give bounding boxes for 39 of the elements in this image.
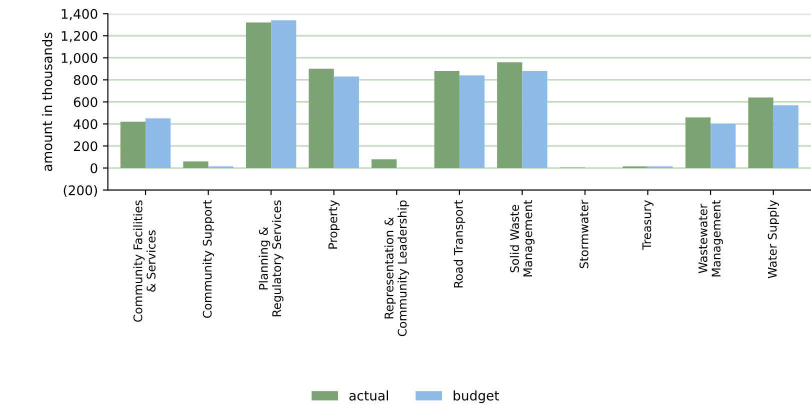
bar	[146, 118, 171, 168]
bar	[497, 62, 522, 168]
legend-label: budget	[454, 390, 500, 404]
bar	[271, 20, 296, 168]
y-tick-label: 200	[74, 141, 98, 152]
y-tick-label: 400	[74, 119, 98, 130]
y-tick-label: 1,000	[62, 53, 98, 64]
y-tick-label: (200)	[64, 185, 98, 197]
x-tick-label: Solid Waste Management	[510, 200, 535, 276]
x-tick-label: Stormwater	[579, 200, 588, 268]
bar	[748, 97, 774, 168]
x-tick-label: Community Facilities & Services	[133, 200, 156, 322]
x-tick-label: Water Supply	[768, 200, 780, 278]
y-tick-label: 1,400	[62, 8, 98, 20]
x-tick-label: Representation & Community Leadership	[384, 200, 409, 336]
bar	[710, 124, 736, 168]
x-tick-label: Community Support	[202, 200, 214, 318]
bar	[773, 105, 798, 168]
bar	[246, 22, 272, 168]
x-tick-label: Property	[328, 200, 340, 249]
bar	[308, 68, 334, 168]
y-axis-title: amount in thousands	[42, 32, 52, 172]
bar	[685, 117, 711, 168]
bar	[183, 161, 208, 168]
x-tick-label: Planning & Regulatory Services	[258, 200, 284, 316]
y-tick-label: 0	[90, 163, 98, 174]
bar	[372, 159, 397, 168]
y-tick-label: 600	[74, 97, 98, 108]
bar	[120, 122, 146, 168]
y-tick-label: 800	[74, 75, 98, 86]
bar	[522, 71, 548, 168]
bar	[434, 71, 460, 168]
x-tick-label: Road Transport	[454, 200, 466, 288]
legend-label: actual	[349, 390, 388, 401]
x-tick-label: Treasury	[642, 200, 654, 250]
bar	[459, 75, 485, 168]
bar	[334, 76, 359, 168]
y-tick-label: 1,200	[62, 30, 98, 42]
x-tick-label: Wastewater Management	[698, 200, 723, 276]
